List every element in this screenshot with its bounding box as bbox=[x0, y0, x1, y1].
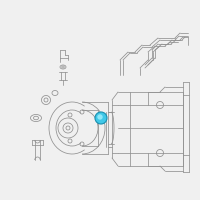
Circle shape bbox=[95, 112, 107, 124]
Circle shape bbox=[97, 114, 103, 120]
